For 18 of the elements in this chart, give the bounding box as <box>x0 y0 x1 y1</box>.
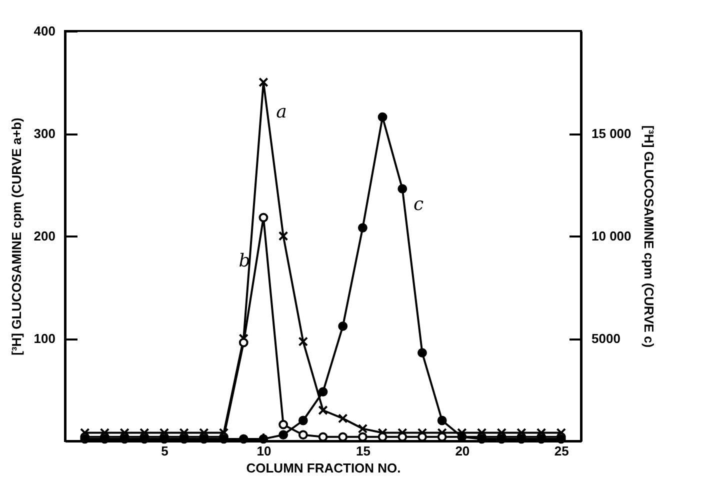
x-tick-label: 10 <box>256 444 272 458</box>
x-tick-label: 25 <box>554 444 569 458</box>
x-axis-title: COLUMN FRACTION NO. <box>246 460 401 476</box>
y2-tick-label: 10 000 <box>592 228 632 244</box>
x-tick-label: 5 <box>161 444 168 458</box>
x-tick-label: 20 <box>455 444 470 458</box>
series-label: a <box>276 101 287 122</box>
x-tick-label: 15 <box>356 444 370 458</box>
y-tick-label: 300 <box>34 126 56 141</box>
y-tick-label: 400 <box>34 24 56 38</box>
y2-tick-label: 15 000 <box>592 126 632 141</box>
y-axis-title: [³H] GLUCOSAMINE cpm (CURVE a+b) <box>8 118 24 356</box>
y-tick-label: 200 <box>34 228 56 244</box>
y-tick-label: 100 <box>34 331 56 346</box>
y2-tick-label: 5000 <box>592 331 620 346</box>
series-label: b <box>238 250 250 272</box>
y2-axis-title: [³H] GLUCOSAMINE cpm (CURVE c) <box>641 125 656 348</box>
series-label: c <box>413 194 424 216</box>
